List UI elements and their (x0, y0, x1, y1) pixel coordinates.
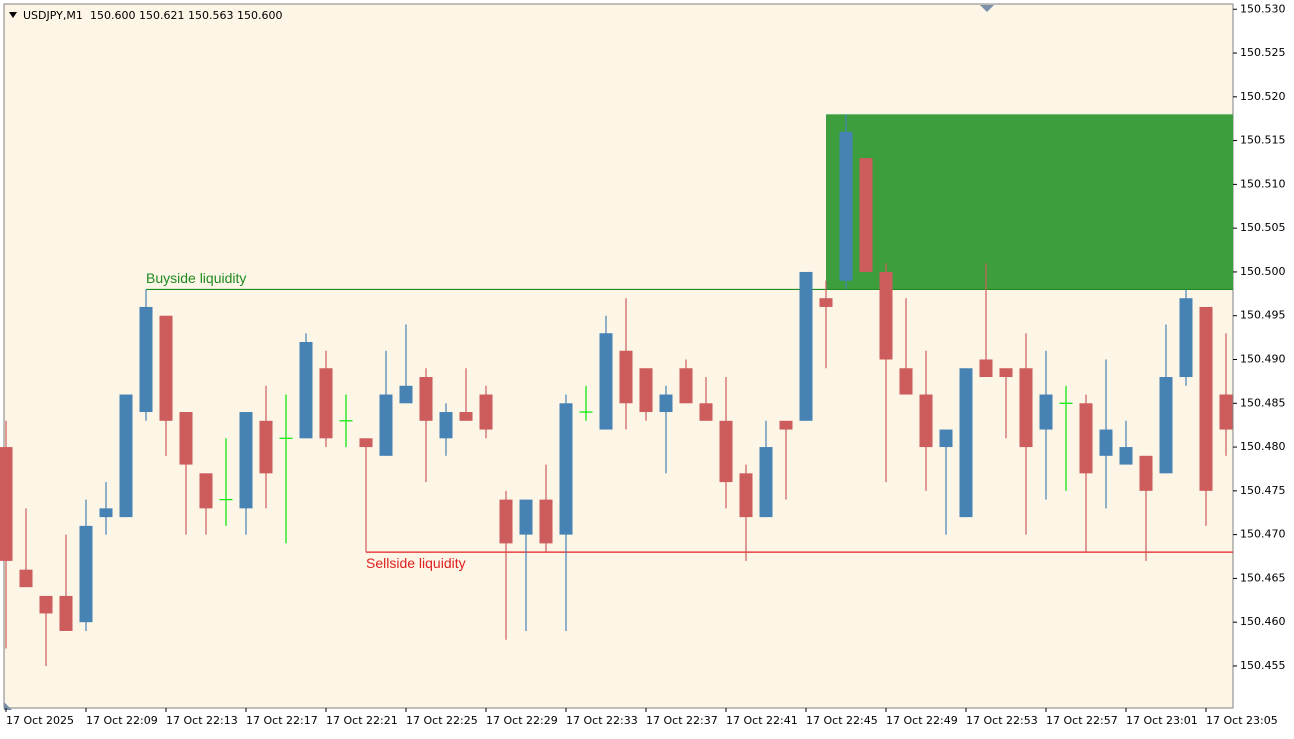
candle-body (119, 394, 133, 518)
candle-body (619, 350, 633, 404)
candle-body (1199, 306, 1213, 491)
y-tick-label: 150.520 (1240, 90, 1286, 103)
liquidity-label: Sellside liquidity (366, 555, 466, 571)
candle-body (779, 420, 793, 430)
candle-body (1139, 455, 1153, 491)
x-tick-label: 17 Oct 22:17 (246, 714, 318, 727)
candle-body (239, 412, 253, 509)
candle-body (1119, 447, 1133, 465)
candle-body (39, 595, 53, 614)
candle-body (439, 412, 453, 439)
x-tick-label: 17 Oct 22:33 (566, 714, 638, 727)
candle-body (59, 595, 73, 631)
candle-body (499, 499, 513, 544)
candle-body (299, 341, 313, 439)
candle-body (559, 403, 573, 535)
candle-body (0, 447, 13, 561)
candle-body (819, 298, 833, 307)
order-block-zone (826, 114, 1233, 290)
candle-body (479, 394, 493, 430)
candle-body (739, 473, 753, 518)
x-tick-label: 17 Oct 22:09 (86, 714, 158, 727)
y-tick-label: 150.465 (1240, 571, 1286, 584)
plot-area (3, 3, 1234, 709)
candle-body (999, 368, 1013, 378)
candle-body (1219, 394, 1233, 430)
y-tick-label: 150.480 (1240, 440, 1286, 453)
ohlc-info: 150.600 150.621 150.563 150.600 (90, 9, 282, 22)
candle-body (519, 499, 533, 535)
candle-body (639, 368, 653, 413)
candle-body (1019, 368, 1033, 448)
x-tick-label: 17 Oct 22:57 (1046, 714, 1118, 727)
y-tick-label: 150.490 (1240, 353, 1286, 366)
candle-body (879, 271, 893, 360)
candle-body (599, 333, 613, 430)
candle-body (379, 394, 393, 456)
y-tick-label: 150.510 (1240, 177, 1286, 190)
x-tick-label: 17 Oct 22:29 (486, 714, 558, 727)
shift-marker (980, 5, 994, 12)
x-tick-label: 17 Oct 23:05 (1206, 714, 1278, 727)
candle-body (939, 429, 953, 448)
candle-body (759, 447, 773, 518)
candle-body (859, 158, 873, 272)
y-tick-label: 150.460 (1240, 615, 1286, 628)
candle-body (359, 438, 373, 448)
y-tick-label: 150.515 (1240, 134, 1286, 147)
y-tick-label: 150.475 (1240, 484, 1286, 497)
y-tick-label: 150.485 (1240, 396, 1286, 409)
x-tick-label: 17 Oct 22:53 (966, 714, 1038, 727)
y-tick-label: 150.525 (1240, 46, 1286, 59)
x-tick-label: 17 Oct 22:13 (166, 714, 238, 727)
candle-body (839, 131, 853, 281)
liquidity-label: Buyside liquidity (146, 270, 246, 286)
candle-body (699, 403, 713, 421)
candle-body (399, 385, 413, 404)
candle-body (199, 473, 213, 509)
y-tick-label: 150.500 (1240, 265, 1286, 278)
candle-body (259, 420, 273, 474)
candle-body (79, 525, 93, 623)
x-tick-label: 17 Oct 22:25 (406, 714, 478, 727)
candle-body (179, 412, 193, 465)
candle-body (1159, 377, 1173, 474)
candle-body (159, 315, 173, 421)
x-tick-label: 17 Oct 22:49 (886, 714, 958, 727)
x-tick-label: 17 Oct 23:01 (1126, 714, 1198, 727)
candle-body (1039, 394, 1053, 430)
candle-body (1179, 298, 1193, 378)
candle-body (19, 569, 33, 588)
candle-body (99, 508, 113, 518)
y-tick-label: 150.505 (1240, 221, 1286, 234)
x-tick-label: 17 Oct 22:45 (806, 714, 878, 727)
candle-body (979, 359, 993, 378)
candle-body (679, 368, 693, 404)
candle-body (539, 499, 553, 544)
candle-body (899, 368, 913, 395)
candle-body (459, 412, 473, 421)
candle-body (139, 306, 153, 413)
y-tick-label: 150.455 (1240, 659, 1286, 672)
candle-body (659, 394, 673, 413)
candle-body (919, 394, 933, 448)
candle-body (1099, 429, 1113, 456)
x-tick-label: 17 Oct 22:37 (646, 714, 718, 727)
y-tick-label: 150.495 (1240, 309, 1286, 322)
x-tick-label: 17 Oct 2025 (6, 714, 74, 727)
candle-body (319, 368, 333, 439)
candle-body (719, 420, 733, 483)
y-tick-label: 150.470 (1240, 528, 1286, 541)
candle-body (799, 271, 813, 421)
x-tick-label: 17 Oct 22:41 (726, 714, 798, 727)
candle-body (959, 368, 973, 518)
y-tick-label: 150.530 (1240, 2, 1286, 15)
menu-arrow[interactable] (9, 12, 17, 18)
x-tick-label: 17 Oct 22:21 (326, 714, 398, 727)
candle-body (419, 377, 433, 421)
candle-body (1079, 403, 1093, 474)
symbol-title: USDJPY,M1 (23, 9, 83, 22)
